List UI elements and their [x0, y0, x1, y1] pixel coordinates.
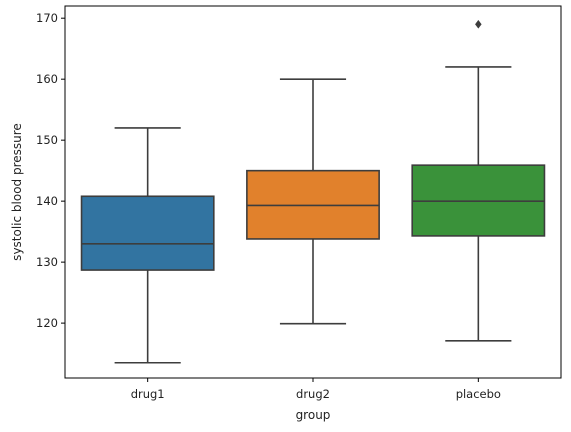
x-axis-label: group	[296, 408, 331, 422]
x-tick-label-drug1: drug1	[131, 387, 165, 401]
x-tick-label-drug2: drug2	[296, 387, 330, 401]
plot-layer	[80, 19, 546, 364]
y-tick-label: 120	[36, 316, 58, 330]
y-tick-label: 140	[36, 194, 58, 208]
x-tick-label-placebo: placebo	[456, 387, 501, 401]
y-tick-label: 130	[36, 255, 58, 269]
y-tick-label: 170	[36, 11, 58, 25]
box-group-drug1	[80, 127, 215, 364]
iqr-box	[80, 195, 215, 271]
box-group-drug2	[246, 78, 380, 325]
y-axis-label: systolic blood pressure	[10, 123, 24, 261]
axis-layer: drug1 drug2 placebo 120 130 140 150 160 170	[36, 11, 501, 401]
outlier-point	[475, 19, 482, 29]
box-group-placebo	[411, 19, 546, 342]
y-tick-label: 150	[36, 133, 58, 147]
y-tick-label: 160	[36, 72, 58, 86]
